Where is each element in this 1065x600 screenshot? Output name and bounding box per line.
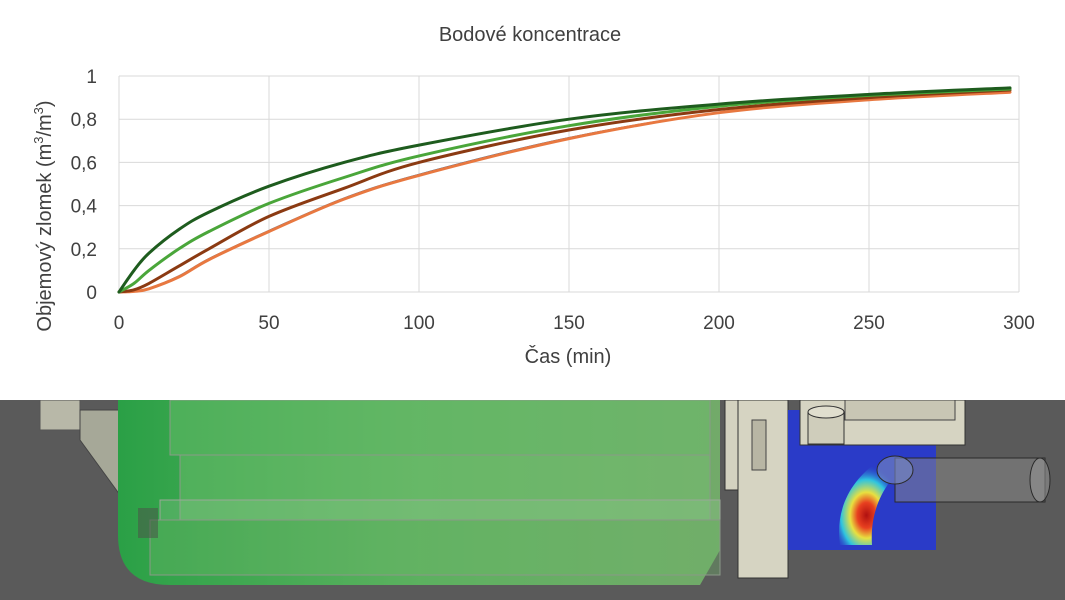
inlet-cylinder-top — [807, 405, 845, 419]
y-tick-label: 0,8 — [71, 110, 97, 131]
chart-title: Bodové koncentrace — [439, 24, 621, 46]
y-axis-title-end: ) — [34, 100, 56, 107]
inner-box-middle — [179, 454, 711, 521]
x-tick-label: 50 — [258, 313, 279, 334]
y-tick-label: 0,4 — [71, 197, 98, 218]
x-tick-label: 200 — [703, 313, 735, 334]
y-tick-labels: 0 0,2 0,4 0,6 0,8 1 — [71, 67, 98, 304]
x-tick-label: 100 — [403, 313, 435, 334]
cfd-render-image — [0, 400, 1065, 600]
x-tick-labels: 0 50 100 150 200 250 300 — [114, 313, 1035, 334]
x-tick-label: 0 — [114, 313, 125, 334]
y-axis-title-mid: /m — [34, 114, 56, 136]
y-tick-label: 0 — [86, 283, 97, 304]
chart-area: Bodové koncentrace 0 0,2 0,4 0,6 0,8 1 0 50 100… — [31, 24, 1035, 368]
series-line-3 — [117, 88, 1012, 294]
inner-box-top — [169, 400, 711, 456]
housing-cap — [844, 400, 956, 421]
x-tick-label: 150 — [553, 313, 585, 334]
outlet-pipe-end — [876, 455, 914, 485]
cfd-render-svg — [0, 400, 1065, 600]
y-axis-title-main: Objemový zlomek (m — [34, 144, 56, 332]
housing-slot — [751, 419, 767, 471]
series-line-4 — [117, 90, 1012, 294]
outlet-pipe-far-end — [1029, 457, 1051, 503]
outlet-pipe — [894, 457, 1046, 503]
y-tick-label: 0,6 — [71, 153, 97, 174]
line-chart: Bodové koncentrace 0 0,2 0,4 0,6 0,8 1 0 50 100… — [31, 24, 1035, 368]
y-axis-title-sup1: 3 — [31, 137, 46, 144]
y-tick-label: 1 — [86, 67, 97, 88]
x-axis-title: Čas (min) — [525, 345, 612, 368]
y-tick-label: 0,2 — [71, 240, 97, 261]
x-tick-label: 300 — [1003, 313, 1035, 334]
frame-block-left — [39, 400, 81, 431]
grid-lines — [118, 75, 1020, 293]
side-slot — [138, 508, 158, 538]
fluid-volume — [118, 400, 720, 585]
x-tick-label: 250 — [853, 313, 885, 334]
inner-plate — [159, 499, 721, 521]
y-axis-title-sup2: 3 — [31, 107, 46, 114]
y-axis-title: Objemový zlomek (m3/m3) — [31, 100, 56, 331]
series-lines — [117, 86, 1012, 294]
inner-box-bottom — [149, 519, 721, 576]
series-line-1 — [117, 86, 1012, 294]
